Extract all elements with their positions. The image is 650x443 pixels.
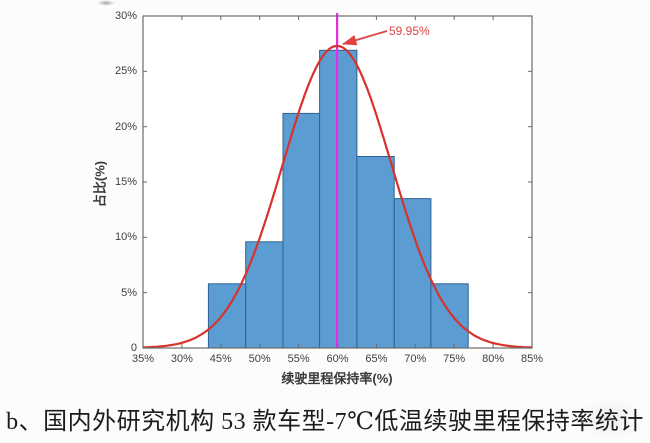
y-tick-label: 5% xyxy=(121,286,137,299)
normal-fit-curve xyxy=(142,44,533,349)
histogram-bar xyxy=(245,241,284,349)
normal-fit-curve-group xyxy=(142,44,533,349)
x-tick-label: 85% xyxy=(520,353,544,365)
y-tick-label: 15% xyxy=(114,176,137,188)
figure-caption: b、国内外研究机构 53 款车型-7℃低温续驶里程保持率统计 xyxy=(6,409,644,435)
y-tick-label: 0 xyxy=(130,342,137,354)
x-tick-label: 75% xyxy=(443,353,466,365)
histogram-bar xyxy=(430,283,469,349)
x-tick-label: 35% xyxy=(131,353,155,365)
y-tick-label: 20% xyxy=(114,120,137,133)
x-tick-label: 70% xyxy=(404,353,427,365)
x-tick-label: 55% xyxy=(287,353,310,365)
mean-annotation-label: 59.95% xyxy=(389,24,430,38)
histogram-bar xyxy=(393,198,432,349)
y-tick-label: 30% xyxy=(114,10,137,22)
scan-artifact-smudge xyxy=(575,398,645,440)
x-tick-label: 60% xyxy=(326,353,349,365)
histogram-bar xyxy=(282,112,321,349)
scan-artifact-smudge xyxy=(97,0,115,6)
x-axis-title: 续驶里程保持率(%) xyxy=(281,371,393,386)
x-tick-label: 30% xyxy=(170,353,193,365)
histogram-bar xyxy=(356,156,395,349)
histogram-bar xyxy=(319,49,358,349)
annotation-arrow xyxy=(342,30,388,46)
y-tick-label: 25% xyxy=(114,65,137,78)
histogram-bar xyxy=(207,283,247,349)
x-tick-label: 65% xyxy=(365,353,388,365)
x-tick-label: 80% xyxy=(482,353,505,365)
x-tick-label: 50% xyxy=(248,353,271,365)
histogram-bars xyxy=(207,49,469,349)
axis-box xyxy=(142,15,533,349)
y-tick-label: 10% xyxy=(114,231,137,244)
x-tick-label: 45% xyxy=(209,353,232,365)
